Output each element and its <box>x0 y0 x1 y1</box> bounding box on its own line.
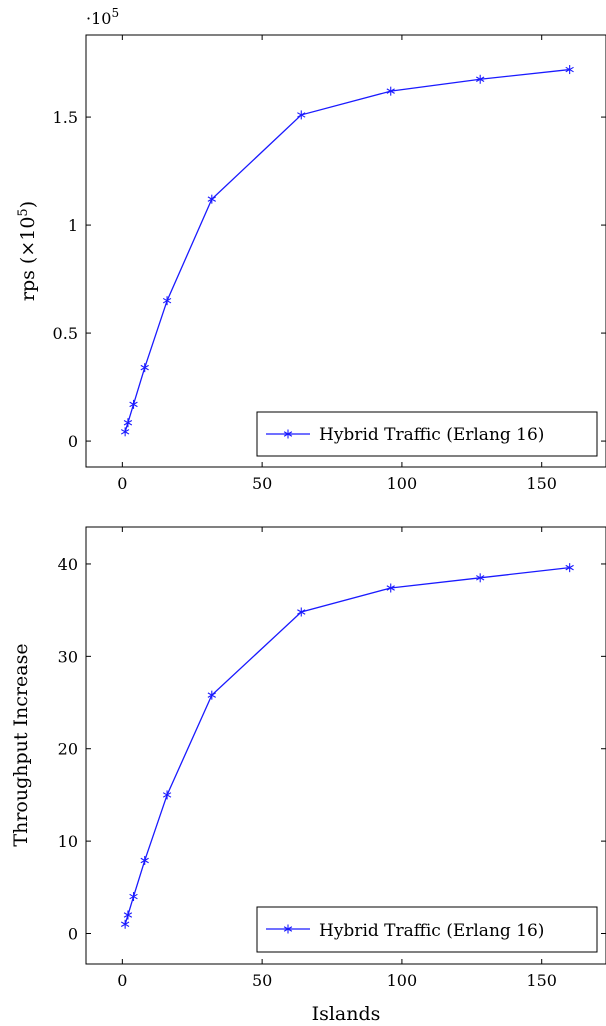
bottom-data-point <box>386 583 395 593</box>
bottom-plot-frame <box>85 526 606 965</box>
top-data-point <box>565 65 574 75</box>
bottom-x-tick-label: 100 <box>387 971 418 990</box>
bottom-legend-marker <box>283 924 293 934</box>
top-legend-label: Hybrid Traffic (Erlang 16) <box>319 425 544 445</box>
top-data-point <box>162 296 172 306</box>
top-plot-frame <box>85 34 606 468</box>
top-legend-star <box>283 429 293 439</box>
bottom-data-point <box>476 573 485 583</box>
top-data-point <box>297 110 306 120</box>
top-y-tick-label: 1.5 <box>53 108 78 127</box>
bottom-legend-box <box>256 906 598 953</box>
bottom-x-tick-label: 150 <box>526 971 557 990</box>
top-x-tick-label: 0 <box>117 474 127 493</box>
bottom-legend-label: Hybrid Traffic (Erlang 16) <box>319 921 544 941</box>
top-series-line <box>124 68 570 432</box>
top-data-point <box>207 194 216 204</box>
bottom-x-tick-label: 50 <box>252 971 272 990</box>
top-x-tick-label: 150 <box>526 474 557 493</box>
bottom-data-point <box>129 892 138 902</box>
top-x-tick-label: 100 <box>387 474 418 493</box>
bottom-y-tick-label: 0 <box>68 925 78 944</box>
bottom-data-point <box>120 919 130 929</box>
bottom-data-point <box>162 790 172 800</box>
bottom-y-tick-label: 10 <box>58 832 78 851</box>
top-legend: Hybrid Traffic (Erlang 16) <box>256 411 598 457</box>
bottom-x-tick-label: 0 <box>117 971 127 990</box>
top-legend-box <box>256 411 598 457</box>
bottom-data-point <box>140 856 149 866</box>
top-data-point <box>123 418 133 428</box>
bottom-data-point <box>565 563 574 573</box>
top-data-point <box>120 427 130 437</box>
bottom-y-tick-label: 20 <box>58 740 78 759</box>
top-y-tick-label: 0 <box>68 432 78 451</box>
bottom-legend: Hybrid Traffic (Erlang 16) <box>256 906 598 953</box>
bottom-y-tick-label: 30 <box>58 647 78 666</box>
top-data-point <box>386 86 395 96</box>
top-data-point <box>140 363 149 373</box>
bottom-legend-star <box>283 924 293 934</box>
top-data-point <box>476 74 485 84</box>
bottom-data-point <box>297 607 306 617</box>
top-chart: 0 50 100 150 0 0.5 1 1.5 ·105 rps (×105) Hybrid… <box>16 6 606 493</box>
bottom-chart: 0 50 100 150 0 10 20 30 40 Throughput Increase I… <box>10 526 606 1025</box>
bottom-data-point <box>207 690 216 700</box>
top-y-tick-label: 0.5 <box>53 324 78 343</box>
top-legend-marker <box>283 429 293 439</box>
top-y-tick-label: 1 <box>68 216 78 235</box>
bottom-data-point <box>123 910 133 920</box>
top-data-point <box>129 399 138 409</box>
bottom-x-axis-title: Islands <box>312 1003 381 1025</box>
top-y-axis-title: rps (×105) <box>16 201 39 301</box>
bottom-series-line <box>124 567 570 925</box>
top-x-tick-label: 50 <box>252 474 272 493</box>
bottom-y-tick-label: 40 <box>58 555 78 574</box>
top-y-multiplier: ·105 <box>86 6 119 28</box>
bottom-y-axis-title: Throughput Increase <box>10 643 32 846</box>
